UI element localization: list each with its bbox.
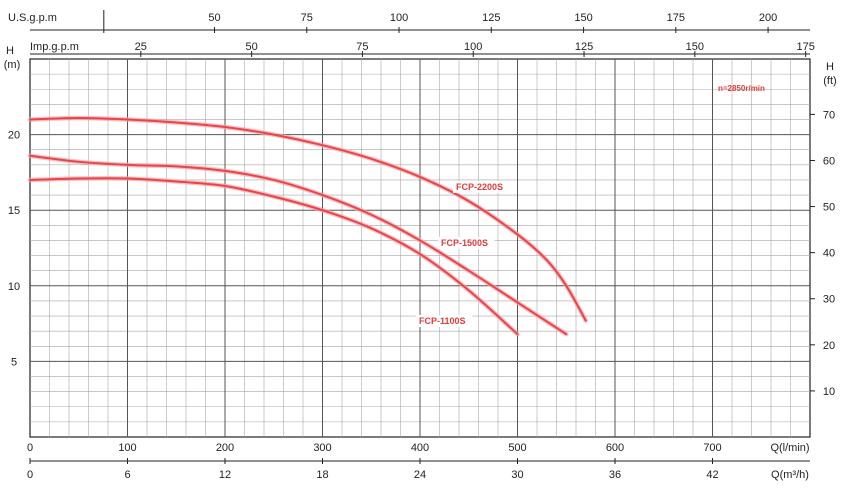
imp-gpm-tick-label: 50 [245,41,257,53]
y-right-title: H [826,61,834,73]
x-tick-label-lmin: 700 [703,442,721,454]
imp-gpm-tick-label: 175 [796,41,814,53]
x-tick-label-m3h: 30 [511,469,523,481]
x-tick-label-m3h: 36 [609,469,621,481]
y-left-tick-label: 20 [8,130,20,142]
imp-gpm-tick-label: 75 [356,41,368,53]
y-left-tick-label: 15 [8,205,20,217]
y-left-title: H [6,45,14,57]
imp-gpm-axis-title: Imp.g.p.m [30,41,79,53]
x-tick-label-lmin: 400 [411,442,429,454]
us-gpm-axis-title: U.S.g.p.m [8,12,57,24]
curve-label-fcp-2200s: FCP-2200S [456,182,503,192]
us-gpm-tick-label: 100 [390,12,408,24]
x-tick-label-m3h: 24 [414,469,426,481]
y-right-tick-label: 10 [823,386,835,398]
y-right-tick-label: 40 [823,248,835,260]
us-gpm-tick-label: 125 [482,12,500,24]
labels: 0 100 200 300 400 500 600 700 Q(l/min) 0 6 12 18 24 30… [4,12,837,481]
x-axis-title-m3h: Q(m³/h) [771,469,809,481]
curve-label-fcp-1500s: FCP-1500S [441,238,488,248]
imp-gpm-tick-label: 150 [686,41,704,53]
y-right-tick-label: 70 [823,109,835,121]
curves [27,115,588,337]
curve-label-bg-fcp-2200s [453,181,510,193]
x-tick-label-lmin: 300 [313,442,331,454]
x-tick-label-m3h: 0 [27,469,33,481]
y-right-tick-label: 20 [823,340,835,352]
curve-label-bg-fcp-1500s [438,237,495,249]
curve-fcp-1100s [29,177,519,336]
x-tick-label-m3h: 6 [124,469,130,481]
us-gpm-tick-label: 150 [574,12,592,24]
y-left-tick-label: 10 [8,281,20,293]
speed-note-label: n=2850r/min [718,84,765,93]
curve-label-fcp-1100s: FCP-1100S [419,316,466,326]
imp-gpm-tick-label: 100 [464,41,482,53]
us-gpm-tick-label: 75 [301,12,313,24]
x-axis-title-lmin: Q(l/min) [770,442,809,454]
x-tick-label-m3h: 12 [219,469,231,481]
curve-label-bg-fcp-1100s [416,315,473,327]
y-right-tick-label: 60 [823,155,835,167]
x-tick-label-lmin: 100 [118,442,136,454]
y-left-tick-label: 5 [11,356,17,368]
curve-fcp-2200s [29,116,587,322]
grid [29,10,815,464]
x-tick-label-lmin: 500 [508,442,526,454]
y-right-tick-label: 50 [823,202,835,214]
us-gpm-tick-label: 175 [667,12,685,24]
y-left-unit: (m) [4,59,21,71]
x-tick-label-lmin: 0 [27,442,33,454]
y-right-unit: (ft) [823,75,836,87]
y-right-tick-label: 30 [823,294,835,306]
x-tick-label-lmin: 600 [606,442,624,454]
imp-gpm-tick-label: 25 [135,41,147,53]
us-gpm-tick-label: 200 [759,12,777,24]
x-tick-label-m3h: 42 [706,469,718,481]
x-tick-label-lmin: 200 [216,442,234,454]
us-gpm-tick-label: 50 [208,12,220,24]
x-tick-label-m3h: 18 [316,469,328,481]
curve-fcp-1500s [29,154,568,336]
imp-gpm-tick-label: 125 [575,41,593,53]
